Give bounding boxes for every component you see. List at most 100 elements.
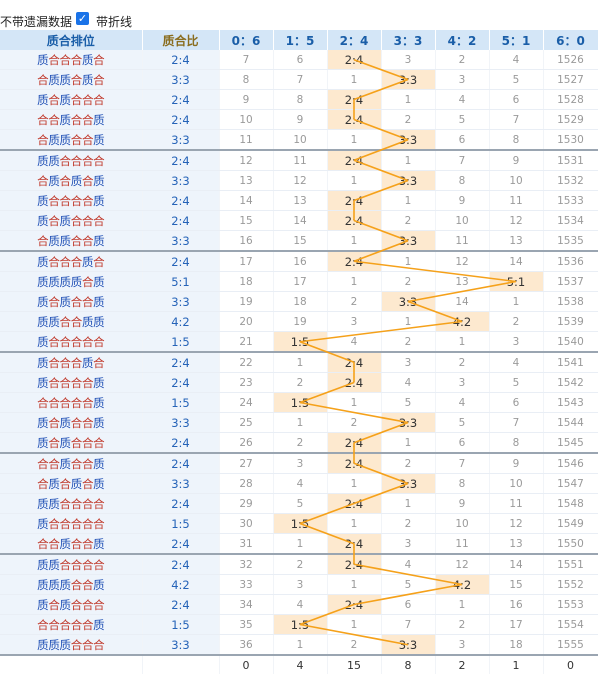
position-cell: 合质质合合质 — [0, 129, 143, 151]
hit-cell: 3:3 — [381, 230, 436, 252]
miss-cell: 14 — [273, 210, 328, 231]
table-row: 合合合合合质 1:5 24 1:5 1 5 4 6 1543 — [0, 392, 598, 413]
miss-cell: 2 — [435, 50, 490, 70]
composite-char: 合 — [81, 92, 94, 107]
miss-cell: 30 — [219, 513, 274, 534]
prime-char: 质 — [48, 496, 60, 511]
ratio-cell: 2:4 — [142, 50, 220, 70]
composite-char: 合 — [48, 92, 60, 107]
miss-cell: 19 — [219, 291, 274, 312]
composite-char: 合 — [59, 52, 72, 67]
header-6-0: 6：0 — [543, 30, 598, 50]
miss-cell: 2 — [435, 352, 490, 373]
composite-char: 合 — [59, 193, 72, 208]
issue-cell: 1531 — [543, 150, 598, 171]
ratio-cell: 2:4 — [142, 594, 220, 615]
miss-cell: 3 — [381, 352, 436, 373]
miss-cell: 1 — [327, 69, 382, 90]
issue-cell: 1545 — [543, 432, 598, 454]
hit-cell: 3:3 — [381, 412, 436, 433]
miss-cell: 21 — [219, 331, 274, 353]
miss-cell: 22 — [219, 352, 274, 373]
issue-cell: 1551 — [543, 554, 598, 575]
ratio-cell: 1:5 — [142, 614, 220, 635]
miss-cell: 2 — [381, 109, 436, 130]
prime-char: 质 — [93, 375, 105, 390]
hit-cell: 2:4 — [327, 50, 382, 70]
position-cell: 质合合合质合 — [0, 352, 143, 373]
miss-cell: 3 — [381, 50, 436, 70]
header-row: 质合排位 质合比 0：6 1：5 2：4 3：3 4：2 5：1 6：0 — [0, 30, 598, 50]
issue-cell: 1532 — [543, 170, 598, 191]
composite-char: 合 — [81, 153, 94, 168]
table-row: 质合质合合合 2:4 9 8 2:4 1 4 6 1528 — [0, 89, 598, 110]
miss-cell: 10 — [219, 109, 274, 130]
miss-cell: 2 — [327, 412, 382, 433]
composite-char: 合 — [37, 173, 49, 188]
hit-cell: 2:4 — [327, 372, 382, 393]
miss-cell: 4 — [381, 554, 436, 575]
hit-cell: 5:1 — [489, 271, 544, 292]
miss-cell: 13 — [435, 271, 490, 292]
miss-cell: 33 — [219, 574, 274, 595]
composite-char: 合 — [93, 597, 105, 612]
miss-cell: 15 — [219, 210, 274, 231]
miss-cell: 7 — [381, 614, 436, 635]
miss-cell: 18 — [489, 634, 544, 656]
composite-char: 合 — [93, 435, 105, 450]
composite-char: 合 — [81, 557, 94, 572]
composite-char: 合 — [93, 52, 105, 67]
miss-cell: 3 — [327, 311, 382, 332]
prime-char: 质 — [81, 72, 94, 87]
miss-cell: 8 — [489, 129, 544, 151]
ratio-cell: 2:4 — [142, 210, 220, 231]
hit-cell: 1:5 — [273, 392, 328, 413]
miss-cell: 3 — [381, 533, 436, 555]
miss-cell: 2 — [381, 210, 436, 231]
position-cell: 合合合合合质 — [0, 392, 143, 413]
ratio-cell: 3:3 — [142, 69, 220, 90]
prime-char: 质 — [59, 274, 72, 289]
prime-char: 质 — [37, 435, 49, 450]
prime-char: 质 — [93, 456, 105, 471]
miss-cell: 1 — [381, 251, 436, 272]
composite-char: 合 — [81, 112, 94, 127]
composite-char: 合 — [48, 193, 60, 208]
prime-char: 质 — [59, 72, 72, 87]
miss-cell: 2 — [489, 311, 544, 332]
issue-cell: 1536 — [543, 251, 598, 272]
table-row: 质合质合合合 2:4 34 4 2:4 6 1 16 1553 — [0, 594, 598, 615]
miss-cell: 5 — [435, 109, 490, 130]
miss-cell: 7 — [489, 412, 544, 433]
position-cell: 合合合合合质 — [0, 614, 143, 635]
composite-char: 合 — [37, 617, 49, 632]
composite-char: 合 — [48, 294, 60, 309]
position-cell: 合质合质合质 — [0, 170, 143, 191]
miss-cell: 35 — [219, 614, 274, 635]
hide-missing-label[interactable]: 不带遗漏数据 — [0, 15, 73, 29]
issue-cell: 1552 — [543, 574, 598, 595]
miss-cell: 10 — [273, 129, 328, 151]
composite-char: 合 — [81, 334, 94, 349]
composite-char: 合 — [48, 435, 60, 450]
table-row: 质质质质合质 5:1 18 17 1 2 13 5:1 1537 — [0, 271, 598, 292]
issue-cell: 1526 — [543, 50, 598, 70]
position-cell: 合合质合合质 — [0, 533, 143, 555]
hit-cell: 3:3 — [381, 69, 436, 90]
composite-char: 合 — [48, 516, 60, 531]
miss-cell: 9 — [435, 190, 490, 211]
miss-cell: 17 — [273, 271, 328, 292]
composite-char: 合 — [81, 415, 94, 430]
composite-char: 合 — [81, 132, 94, 147]
composite-char: 合 — [70, 213, 83, 228]
show-lines-checkbox[interactable]: ✓ — [76, 12, 89, 25]
position-cell: 质合合合质合 — [0, 251, 143, 272]
miss-cell: 6 — [435, 432, 490, 454]
position-cell: 质合质合合合 — [0, 89, 143, 110]
ratio-cell: 2:4 — [142, 150, 220, 171]
composite-char: 合 — [48, 254, 60, 269]
hit-cell: 1:5 — [273, 513, 328, 534]
miss-cell: 12 — [219, 150, 274, 171]
issue-cell: 1550 — [543, 533, 598, 555]
show-lines-label[interactable]: 带折线 — [96, 15, 133, 29]
